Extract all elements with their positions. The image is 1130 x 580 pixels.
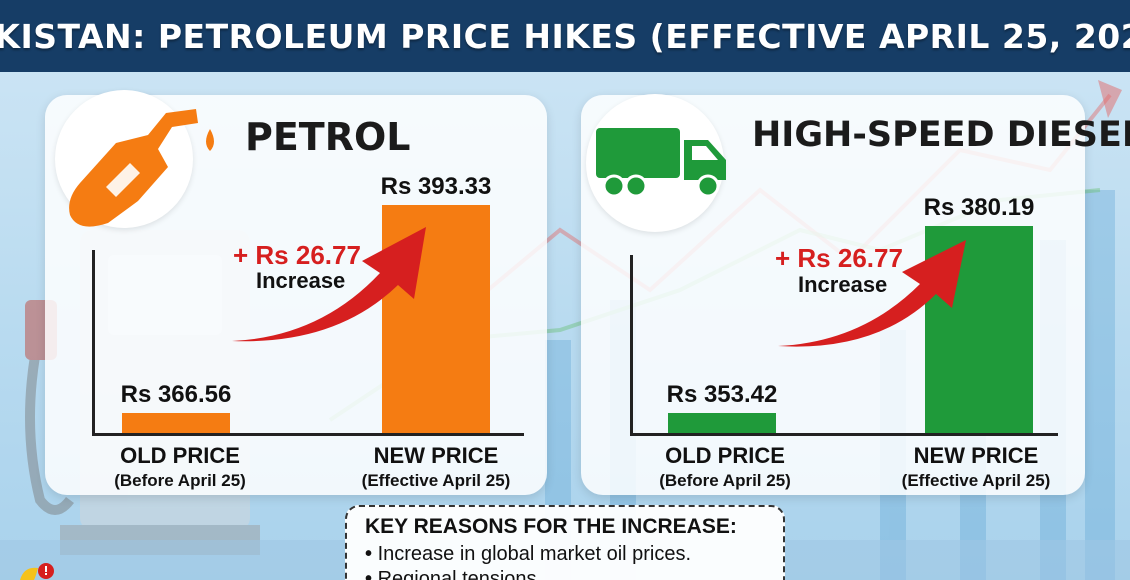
diesel-category-old-sublabel: (Before April 25): [659, 471, 791, 490]
diesel-y-axis: [630, 255, 633, 435]
petrol-y-axis: [92, 250, 95, 435]
key-reasons-title: KEY REASONS FOR THE INCREASE:: [365, 515, 737, 538]
warning-icon: [20, 563, 54, 580]
diesel-bar-old: [668, 413, 776, 433]
diesel-increase-amount: + Rs 26.77: [775, 243, 903, 273]
petrol-increase-amount: + Rs 26.77: [233, 240, 361, 270]
diesel-category-new-label: NEW PRICE: [913, 443, 1039, 468]
diesel-increase-arrow: [778, 240, 966, 347]
diesel-x-axis: [630, 433, 1058, 436]
key-reasons-box: KEY REASONS FOR THE INCREASE: Increase i…: [345, 505, 785, 580]
petrol-title: PETROL: [245, 115, 411, 159]
diesel-increase-label: Increase: [798, 272, 888, 297]
petrol-category-new-sublabel: (Effective April 25): [361, 471, 511, 490]
truck-icon: [596, 128, 726, 198]
diesel-new-value: Rs 380.19: [923, 194, 1035, 221]
petrol-increase-arrow: [232, 227, 426, 342]
diesel-category-old: OLD PRICE (Before April 25): [640, 443, 810, 491]
petrol-old-value: Rs 366.56: [120, 381, 232, 408]
diesel-old-value: Rs 353.42: [666, 381, 778, 408]
petrol-category-old-label: OLD PRICE: [120, 443, 240, 468]
petrol-category-old-sublabel: (Before April 25): [114, 471, 246, 490]
page-title: PAKISTAN: PETROLEUM PRICE HIKES (EFFECTI…: [0, 16, 1130, 56]
key-reason-item: Increase in global market oil prices.: [365, 542, 765, 567]
key-reasons-list: Increase in global market oil prices. Re…: [365, 542, 765, 580]
petrol-new-value: Rs 393.33: [380, 173, 492, 200]
petrol-x-axis: [92, 433, 524, 436]
key-reason-item: Regional tensions: [365, 567, 765, 580]
diesel-category-new: NEW PRICE (Effective April 25): [885, 443, 1067, 491]
petrol-category-new-label: NEW PRICE: [373, 443, 499, 468]
petrol-category-old: OLD PRICE (Before April 25): [92, 443, 268, 491]
diesel-category-old-label: OLD PRICE: [665, 443, 785, 468]
petrol-increase-label: Increase: [256, 268, 346, 293]
background-trend-arrowhead: [1098, 80, 1122, 118]
header-banner: PAKISTAN: PETROLEUM PRICE HIKES (EFFECTI…: [0, 0, 1130, 72]
diesel-category-new-sublabel: (Effective April 25): [901, 471, 1051, 490]
fuel-nozzle-icon: [69, 109, 214, 227]
petrol-category-new: NEW PRICE (Effective April 25): [340, 443, 532, 491]
diesel-title: HIGH-SPEED DIESEL: [752, 115, 1130, 155]
petrol-bar-old: [122, 413, 230, 433]
